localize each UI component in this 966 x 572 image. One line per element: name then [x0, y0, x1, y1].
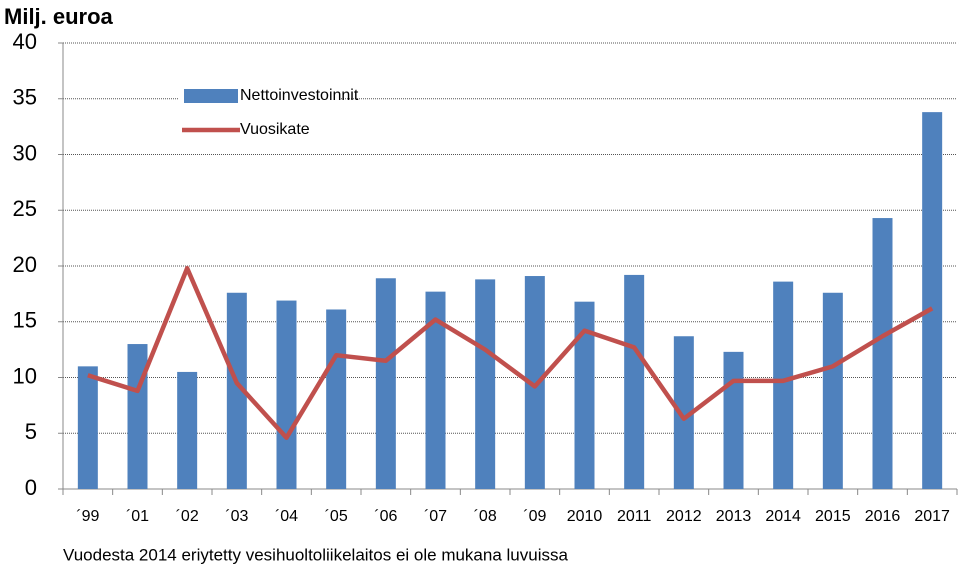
x-tick-label: 2010	[567, 508, 603, 525]
bar	[127, 344, 148, 489]
chart-title: Milj. euroa	[4, 4, 114, 29]
x-tick-label: ´05	[325, 508, 348, 525]
x-tick-label: ´02	[176, 508, 199, 525]
bar	[574, 301, 595, 489]
x-tick-label: ´99	[76, 508, 99, 525]
bar	[822, 292, 843, 489]
y-tick-label: 5	[25, 419, 37, 444]
x-tick-label: 2014	[765, 508, 801, 525]
line	[87, 265, 934, 440]
x-tick-label: 2013	[716, 508, 752, 525]
y-tick-label: 30	[13, 140, 37, 165]
legend-label: Vuosikate	[240, 121, 310, 138]
bar	[773, 281, 794, 489]
bar	[177, 371, 198, 489]
y-tick-label: 40	[13, 29, 37, 54]
x-tick-label: ´07	[424, 508, 447, 525]
x-tick-label: 2016	[865, 508, 901, 525]
x-tick-label: ´04	[275, 508, 298, 525]
y-tick-label: 15	[13, 308, 37, 333]
bar	[872, 218, 893, 489]
bar	[425, 291, 446, 489]
x-tick-label: ´06	[374, 508, 397, 525]
bar	[375, 278, 396, 489]
x-tick-label: ´03	[225, 508, 248, 525]
bar	[226, 292, 247, 489]
bar	[475, 279, 496, 489]
x-tick-label: ´09	[523, 508, 546, 525]
y-tick-label: 10	[13, 363, 37, 388]
bar	[922, 112, 943, 489]
bar	[624, 274, 645, 489]
bar	[524, 276, 545, 489]
x-tick-label: 2011	[617, 508, 652, 525]
y-tick-label: 0	[25, 475, 37, 500]
x-tick-label: 2015	[815, 508, 851, 525]
y-tick-label: 25	[13, 196, 37, 221]
x-tick-label: 2017	[914, 508, 950, 525]
bar	[723, 351, 744, 489]
bar	[326, 309, 347, 489]
x-tick-label: 2012	[666, 508, 702, 525]
y-tick-label: 35	[13, 85, 37, 110]
bar	[77, 366, 98, 489]
bar	[673, 336, 694, 489]
legend-label: Nettoinvestoinnit	[240, 87, 359, 104]
chart-note: Vuodesta 2014 eriytetty vesihuoltoliikel…	[63, 545, 568, 564]
y-tick-label: 20	[13, 252, 37, 277]
x-tick-label: ´08	[474, 508, 497, 525]
bar	[276, 300, 297, 489]
x-tick-label: ´01	[126, 508, 149, 525]
legend-swatch	[184, 89, 238, 103]
